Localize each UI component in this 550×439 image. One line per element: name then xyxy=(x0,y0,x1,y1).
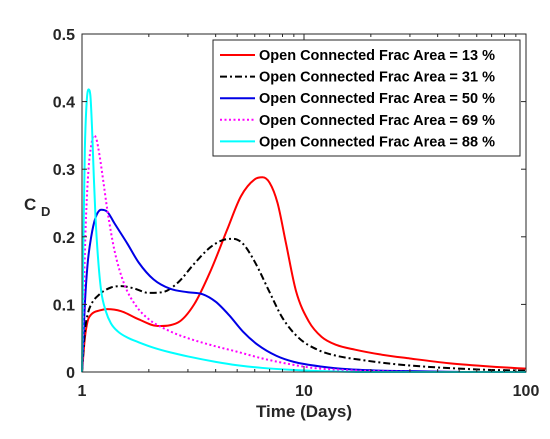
y-axis-label-main: C xyxy=(24,195,36,214)
series-line-5 xyxy=(81,88,526,373)
y-tick-label: 0.1 xyxy=(53,297,75,314)
y-axis-label-subscript: D xyxy=(41,204,50,219)
x-tick-label: 1 xyxy=(78,383,87,400)
legend: Open Connected Frac Area = 13 % Open Conn… xyxy=(212,39,521,157)
y-tick-label: 0.4 xyxy=(53,95,75,112)
legend-box xyxy=(212,39,521,157)
legend-label-2: Open Connected Frac Area = 31 % xyxy=(259,70,495,86)
series-line-3 xyxy=(81,208,526,373)
x-axis-label: Time (Days) xyxy=(256,402,352,421)
y-tick-label: 0.5 xyxy=(53,27,75,44)
y-axis-label: C D xyxy=(24,195,50,219)
series-line-2 xyxy=(81,237,527,373)
x-tick-label: 100 xyxy=(513,383,540,400)
x-tick-label: 10 xyxy=(295,383,313,400)
legend-label-4: Open Connected Frac Area = 69 % xyxy=(259,113,495,129)
legend-label-5: Open Connected Frac Area = 88 % xyxy=(259,134,495,150)
legend-label-3: Open Connected Frac Area = 50 % xyxy=(259,91,495,107)
axis-ticks: 0 0.1 0.2 0.3 0.4 0.5 1 10 100 xyxy=(53,27,540,400)
y-tick-label: 0.3 xyxy=(53,162,75,179)
series-line-4 xyxy=(81,134,526,373)
y-tick-label: 0.2 xyxy=(53,230,75,247)
plot-curves xyxy=(81,88,527,373)
y-tick-label: 0 xyxy=(66,365,75,382)
legend-label-1: Open Connected Frac Area = 13 % xyxy=(259,48,495,64)
